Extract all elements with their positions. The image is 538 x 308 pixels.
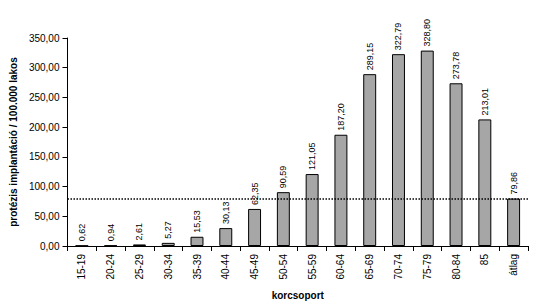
svg-text:átlag: átlag xyxy=(508,254,519,276)
svg-text:30-34: 30-34 xyxy=(163,254,174,280)
svg-text:90,59: 90,59 xyxy=(278,166,288,189)
svg-text:80-84: 80-84 xyxy=(451,254,462,280)
svg-text:250,00: 250,00 xyxy=(29,92,60,103)
svg-text:50-54: 50-54 xyxy=(278,254,289,280)
svg-text:45-49: 45-49 xyxy=(249,254,260,280)
svg-text:79,86: 79,86 xyxy=(509,172,519,195)
svg-text:0,62: 0,62 xyxy=(77,224,87,242)
svg-text:187,20: 187,20 xyxy=(336,103,346,131)
svg-text:65-69: 65-69 xyxy=(364,254,375,280)
svg-text:350,00: 350,00 xyxy=(29,33,60,44)
svg-text:273,78: 273,78 xyxy=(451,52,461,80)
svg-text:15-19: 15-19 xyxy=(76,254,87,280)
svg-text:70-74: 70-74 xyxy=(393,254,404,280)
svg-text:2,61: 2,61 xyxy=(134,223,144,241)
svg-text:20-24: 20-24 xyxy=(105,254,116,280)
svg-text:200,00: 200,00 xyxy=(29,122,60,133)
svg-text:55-59: 55-59 xyxy=(307,254,318,280)
svg-text:50,00: 50,00 xyxy=(34,211,59,222)
svg-text:protézis implantáció / 100.000: protézis implantáció / 100.000 lakos xyxy=(8,57,19,227)
svg-text:0,00: 0,00 xyxy=(40,241,60,252)
svg-text:0,94: 0,94 xyxy=(106,224,116,242)
svg-text:121,05: 121,05 xyxy=(307,143,317,171)
svg-text:85: 85 xyxy=(479,254,490,266)
svg-text:15,53: 15,53 xyxy=(192,210,202,233)
svg-text:korcsoport: korcsoport xyxy=(272,290,325,301)
svg-text:35-39: 35-39 xyxy=(192,254,203,280)
svg-text:25-29: 25-29 xyxy=(134,254,145,280)
svg-text:100,00: 100,00 xyxy=(29,181,60,192)
svg-text:150,00: 150,00 xyxy=(29,151,60,162)
svg-text:60-64: 60-64 xyxy=(335,254,346,280)
svg-text:30,13: 30,13 xyxy=(221,202,231,225)
svg-text:40-44: 40-44 xyxy=(220,254,231,280)
svg-text:5,27: 5,27 xyxy=(163,221,173,239)
svg-text:300,00: 300,00 xyxy=(29,62,60,73)
svg-text:289,15: 289,15 xyxy=(365,43,375,71)
svg-text:328,80: 328,80 xyxy=(422,19,432,47)
svg-text:213,01: 213,01 xyxy=(480,88,490,116)
svg-text:62,35: 62,35 xyxy=(250,182,260,205)
svg-text:75-79: 75-79 xyxy=(422,254,433,280)
svg-text:322,79: 322,79 xyxy=(393,23,403,51)
